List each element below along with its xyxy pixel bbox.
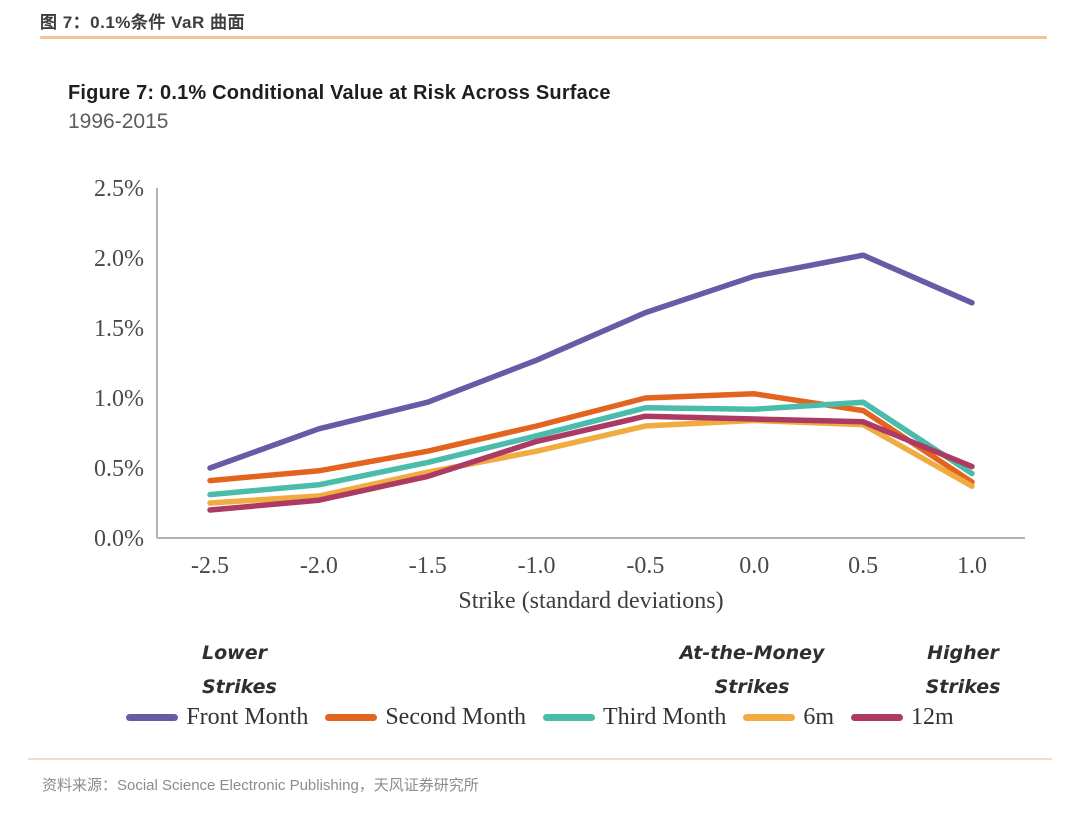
legend-label: Second Month: [385, 703, 526, 730]
chart-subtitle: 1996-2015: [68, 110, 169, 133]
legend-item-6m: 6m: [743, 704, 834, 731]
x-tick-label: 0.0: [739, 553, 769, 579]
legend-label: 6m: [803, 703, 834, 730]
legend-item-third-month: Third Month: [543, 704, 726, 731]
series-line-12m: [207, 413, 975, 513]
annotation-higher-strikes: Higher Strikes: [888, 636, 1038, 704]
series-line-6m: [207, 417, 975, 506]
x-tick-label: 0.5: [848, 553, 878, 579]
figure-header-cn: 图 7：0.1%条件 VaR 曲面: [40, 13, 246, 32]
annotation-line: Strikes: [925, 676, 1001, 698]
legend-item-front-month: Front Month: [126, 704, 308, 731]
chart-title: Figure 7: 0.1% Conditional Value at Risk…: [68, 82, 611, 104]
line-chart: 0.0% 0.5% 1.0% 1.5% 2.0% 2.5% -2.5 -2.0 -1.5 -1.0…: [94, 176, 1025, 614]
y-tick-label: 1.5%: [94, 316, 144, 342]
y-tick-label: 0.5%: [94, 456, 144, 482]
source-text: 资料来源：Social Science Electronic Publishin…: [42, 777, 479, 794]
y-tick-label: 2.5%: [94, 176, 144, 202]
legend-label: 12m: [911, 703, 954, 730]
header-divider: [40, 36, 1047, 39]
annotation-line: Lower: [202, 642, 267, 664]
annotation-line: At-the-Money: [679, 642, 825, 664]
y-tick-label: 0.0%: [94, 526, 144, 552]
annotation-lower-strikes: Lower Strikes: [202, 636, 322, 704]
annotation-line: Strikes: [714, 676, 790, 698]
legend-swatch-third-month: [543, 713, 595, 721]
annotation-line: Strikes: [202, 676, 277, 698]
legend-item-second-month: Second Month: [325, 704, 526, 731]
y-tick-label: 1.0%: [94, 386, 144, 412]
x-axis-title: Strike (standard deviations): [458, 588, 723, 614]
source-divider: [28, 758, 1052, 760]
chart-legend: Front Month Second Month Third Month 6m 12m: [0, 700, 1080, 734]
legend-swatch-12m: [851, 713, 903, 721]
annotation-line: Higher: [927, 642, 999, 664]
x-tick-label: 1.0: [957, 553, 987, 579]
legend-label: Third Month: [603, 703, 727, 730]
x-tick-label: -2.0: [300, 553, 338, 579]
x-tick-label: -2.5: [191, 553, 229, 579]
legend-label: Front Month: [186, 703, 309, 730]
series-line-second-month: [207, 391, 975, 485]
annotation-at-the-money: At-the-Money Strikes: [652, 636, 852, 704]
y-tick-label: 2.0%: [94, 246, 144, 272]
legend-swatch-front-month: [126, 713, 179, 721]
series-line-third-month: [207, 399, 975, 498]
x-tick-label: -1.0: [518, 553, 556, 579]
x-tick-label: -0.5: [626, 553, 664, 579]
legend-swatch-6m: [743, 713, 796, 721]
legend-swatch-second-month: [325, 713, 378, 721]
series-line-front-month: [207, 252, 975, 471]
x-tick-label: -1.5: [409, 553, 447, 579]
legend-item-12m: 12m: [851, 704, 954, 731]
